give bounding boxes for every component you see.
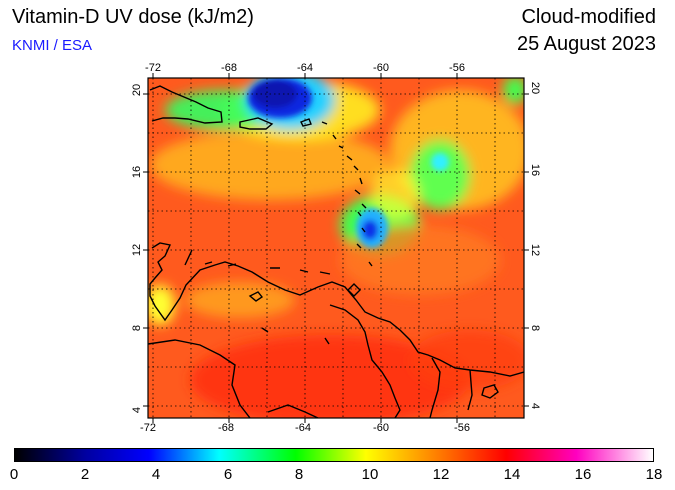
lon-label-bottom: -60	[373, 422, 389, 434]
colorbar-label: 8	[294, 466, 304, 483]
dose-field	[148, 78, 524, 418]
colorbar-label: 18	[645, 466, 663, 483]
colorbar-label: 0	[9, 466, 19, 483]
lon-label-bottom: -72	[140, 422, 156, 434]
lat-label-right: 12	[529, 244, 541, 256]
colorbar-label: 16	[574, 466, 592, 483]
lon-label-bottom: -68	[218, 422, 234, 434]
lat-labels-left: 4 8 12 16 20	[131, 84, 143, 413]
lon-label-top: -72	[145, 62, 161, 74]
lon-labels-bottom: -72 -68 -64 -60 -56	[140, 422, 470, 434]
lon-label-top: -68	[221, 62, 237, 74]
colorbar-label: 10	[361, 466, 379, 483]
colorbar-label: 2	[80, 466, 90, 483]
lat-label-left: 12	[131, 244, 143, 256]
lat-label-left: 4	[131, 407, 143, 413]
map-frame	[147, 77, 525, 419]
lat-label-left: 8	[131, 325, 143, 331]
data-source-label: KNMI / ESA	[12, 37, 93, 54]
lon-label-bottom: -56	[454, 422, 470, 434]
product-label: Cloud-modified	[521, 6, 656, 28]
lon-label-bottom: -64	[295, 422, 311, 434]
colorbar-label: 6	[223, 466, 233, 483]
lat-label-left: 16	[131, 166, 143, 178]
frame-ticks	[143, 73, 529, 423]
lon-label-top: -60	[373, 62, 389, 74]
lat-label-right: 20	[529, 82, 541, 94]
lon-label-top: -56	[449, 62, 465, 74]
colorbar-label: 14	[503, 466, 521, 483]
colorbar	[14, 448, 654, 462]
lat-label-left: 20	[131, 84, 143, 96]
lon-label-top: -64	[297, 62, 313, 74]
lat-label-right: 8	[529, 325, 541, 331]
lon-labels-top: -72 -68 -64 -60 -56	[145, 62, 465, 74]
colorbar-label: 12	[432, 466, 450, 483]
coastlines	[148, 85, 524, 418]
colorbar-label: 4	[151, 466, 161, 483]
lat-labels-right: 4 8 12 16 20	[529, 82, 541, 409]
lat-label-right: 16	[529, 164, 541, 176]
map-title: Vitamin-D UV dose (kJ/m2)	[12, 6, 254, 28]
lat-label-right: 4	[529, 403, 541, 409]
date-label: 25 August 2023	[516, 33, 656, 55]
